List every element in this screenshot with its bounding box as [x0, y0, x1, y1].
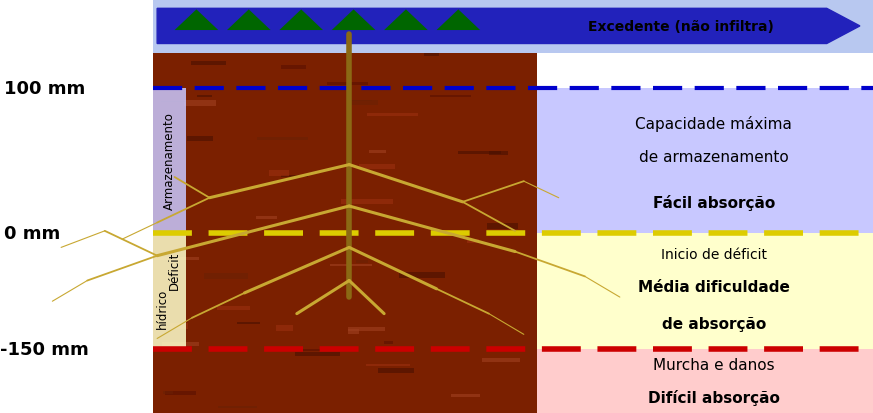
- Bar: [165, 391, 196, 395]
- Bar: [153, 89, 186, 233]
- Bar: [238, 16, 282, 20]
- Bar: [490, 152, 507, 156]
- Bar: [424, 51, 438, 57]
- Bar: [218, 406, 258, 408]
- Bar: [163, 391, 173, 394]
- Bar: [378, 46, 393, 52]
- Bar: [226, 11, 264, 13]
- Bar: [327, 83, 368, 85]
- Polygon shape: [227, 10, 271, 31]
- Bar: [187, 137, 212, 142]
- Bar: [426, 30, 473, 36]
- Bar: [482, 358, 519, 362]
- Bar: [451, 394, 480, 397]
- Bar: [329, 264, 372, 266]
- Text: de absorção: de absorção: [662, 317, 766, 332]
- Bar: [443, 14, 455, 17]
- Polygon shape: [279, 10, 323, 31]
- Bar: [281, 175, 307, 178]
- Bar: [197, 96, 212, 98]
- Text: Inicio de déficit: Inicio de déficit: [661, 247, 766, 261]
- Bar: [258, 137, 308, 141]
- Bar: [366, 364, 409, 366]
- Bar: [184, 101, 217, 107]
- Bar: [356, 261, 368, 264]
- Bar: [237, 323, 260, 324]
- Bar: [367, 32, 398, 34]
- Bar: [378, 368, 414, 373]
- Bar: [162, 101, 186, 103]
- Bar: [348, 329, 359, 334]
- Bar: [368, 114, 418, 117]
- Bar: [269, 170, 289, 176]
- Bar: [191, 62, 226, 66]
- Text: de armazenamento: de armazenamento: [639, 150, 788, 164]
- Bar: [348, 327, 385, 332]
- Bar: [341, 199, 394, 204]
- Bar: [340, 25, 357, 30]
- Bar: [350, 100, 372, 102]
- Bar: [350, 101, 378, 106]
- Text: Murcha e danos: Murcha e danos: [653, 357, 774, 372]
- Bar: [458, 152, 501, 155]
- Bar: [486, 224, 518, 230]
- Text: Excedente (não infiltra): Excedente (não infiltra): [588, 20, 773, 34]
- Bar: [327, 45, 372, 50]
- Bar: [270, 48, 305, 52]
- Polygon shape: [384, 10, 428, 31]
- Bar: [282, 19, 302, 23]
- Text: Difícil absorção: Difícil absorção: [648, 389, 780, 406]
- Bar: [281, 66, 306, 70]
- Bar: [217, 306, 250, 310]
- Text: hídrico: hídrico: [156, 287, 168, 328]
- Bar: [154, 258, 199, 260]
- Bar: [537, 89, 873, 233]
- Bar: [256, 216, 277, 220]
- Bar: [336, 21, 381, 26]
- Bar: [303, 349, 322, 351]
- Bar: [537, 233, 873, 349]
- Text: 0 mm: 0 mm: [4, 224, 60, 242]
- Bar: [244, 33, 266, 39]
- Text: Média dificuldade: Média dificuldade: [638, 280, 789, 294]
- Bar: [430, 96, 471, 97]
- Bar: [347, 38, 361, 40]
- Bar: [155, 47, 199, 52]
- Bar: [162, 342, 199, 346]
- Bar: [153, 233, 186, 349]
- Bar: [295, 352, 340, 356]
- Bar: [467, 239, 478, 243]
- Bar: [359, 165, 395, 169]
- Polygon shape: [332, 10, 375, 31]
- Polygon shape: [436, 10, 480, 31]
- FancyArrow shape: [157, 9, 860, 44]
- Bar: [155, 22, 196, 28]
- Bar: [537, 349, 873, 413]
- Text: Déficit: Déficit: [168, 252, 181, 290]
- Bar: [399, 272, 445, 278]
- Bar: [153, 0, 873, 54]
- Bar: [383, 342, 393, 344]
- Bar: [204, 273, 248, 280]
- Text: 100 mm: 100 mm: [4, 80, 86, 98]
- Bar: [369, 150, 386, 154]
- Bar: [277, 325, 293, 331]
- Text: -150 mm: -150 mm: [0, 340, 89, 358]
- Text: Capacidade máxima: Capacidade máxima: [636, 116, 792, 132]
- Polygon shape: [175, 10, 218, 31]
- Bar: [153, 0, 537, 413]
- Text: Fácil absorção: Fácil absorção: [652, 195, 775, 210]
- Bar: [170, 323, 188, 329]
- Text: Armazenamento: Armazenamento: [163, 112, 175, 210]
